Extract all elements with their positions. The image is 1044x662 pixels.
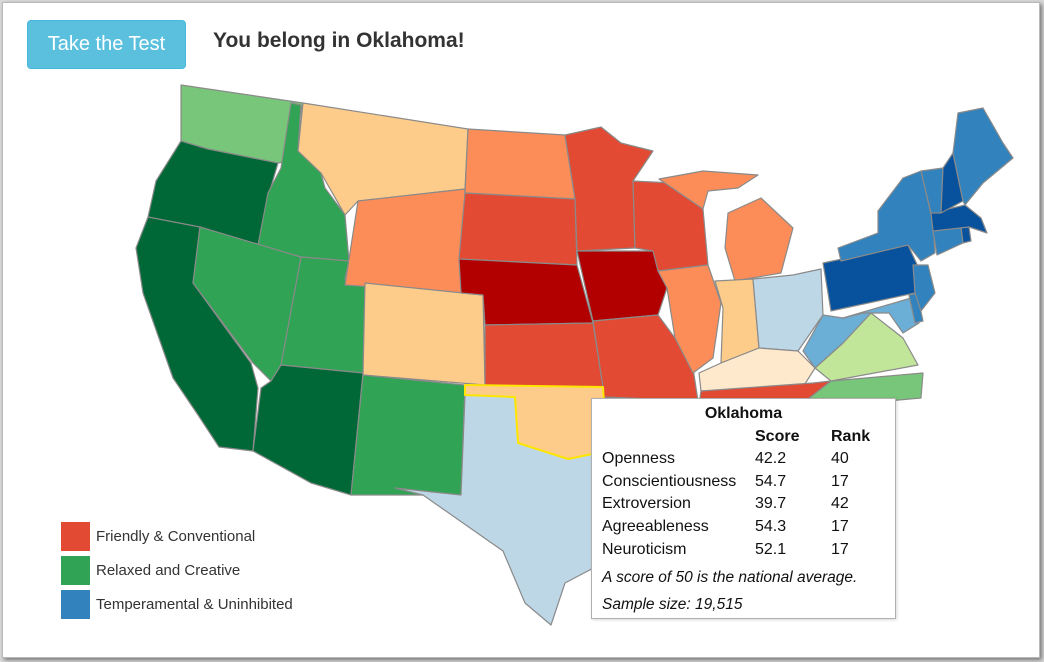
result-headline: You belong in Oklahoma!: [213, 29, 465, 52]
trait-rank: 17: [831, 473, 849, 490]
tooltip-state-name: Oklahoma: [704, 405, 783, 422]
state-connecticut[interactable]: [932, 226, 964, 256]
trait-rank: 17: [831, 518, 849, 535]
state-new-mexico[interactable]: [350, 374, 466, 496]
state-new-york[interactable]: [837, 170, 936, 262]
trait-name: Agreeableness: [602, 518, 709, 535]
state-maine[interactable]: [952, 107, 1014, 206]
legend-label: Relaxed and Creative: [96, 561, 241, 579]
state-iowa[interactable]: [576, 250, 668, 322]
state-rhode-island[interactable]: [960, 226, 972, 244]
us-states-map: [135, 84, 1014, 626]
trait-name: Openness: [602, 450, 675, 467]
trait-name: Conscientiousness: [602, 473, 737, 490]
trait-rank: 17: [831, 541, 849, 558]
trait-name: Neuroticism: [602, 541, 687, 558]
trait-score: 42.2: [755, 450, 787, 467]
sample-size-note: Sample size: 19,515: [602, 596, 743, 613]
legend-label: Friendly & Conventional: [96, 527, 256, 545]
state-illinois[interactable]: [657, 264, 722, 374]
take-the-test-button[interactable]: Take the Test: [27, 20, 186, 69]
national-average-note: A score of 50 is the national average.: [602, 569, 858, 586]
legend-swatch: [61, 555, 90, 585]
trait-rank: 40: [831, 450, 849, 467]
state-north-dakota[interactable]: [464, 128, 576, 200]
state-michigan[interactable]: [658, 170, 794, 282]
state-wyoming[interactable]: [344, 188, 466, 294]
trait-score: 39.7: [755, 495, 787, 512]
state-new-jersey[interactable]: [912, 264, 936, 312]
legend-swatch: [61, 589, 90, 619]
legend-label: Temperamental & Uninhibited: [96, 595, 293, 613]
state-delaware[interactable]: [908, 292, 924, 324]
state-arizona[interactable]: [252, 364, 364, 496]
trait-score: 54.7: [755, 473, 787, 490]
state-kansas[interactable]: [484, 322, 604, 388]
legend-item-friendly-conventional: Friendly & Conventional: [61, 521, 255, 551]
state-oklahoma[interactable]: [464, 384, 608, 460]
state-tooltip: Oklahoma Score Rank Openness 42.2 40 Con…: [591, 398, 896, 619]
trait-name: Extroversion: [602, 495, 691, 512]
trait-score: 54.3: [755, 518, 787, 535]
trait-rank: 42: [831, 495, 849, 512]
state-shapes: [135, 84, 1014, 626]
tooltip-score-header: Score: [755, 428, 800, 445]
legend-swatch: [61, 521, 90, 551]
legend-item-temperamental-uninhibited: Temperamental & Uninhibited: [61, 589, 293, 619]
tooltip-rank-header: Rank: [831, 428, 871, 445]
state-south-dakota[interactable]: [458, 192, 578, 266]
trait-score: 52.1: [755, 541, 787, 558]
legend-item-relaxed-creative: Relaxed and Creative: [61, 555, 240, 585]
state-colorado[interactable]: [362, 282, 486, 386]
